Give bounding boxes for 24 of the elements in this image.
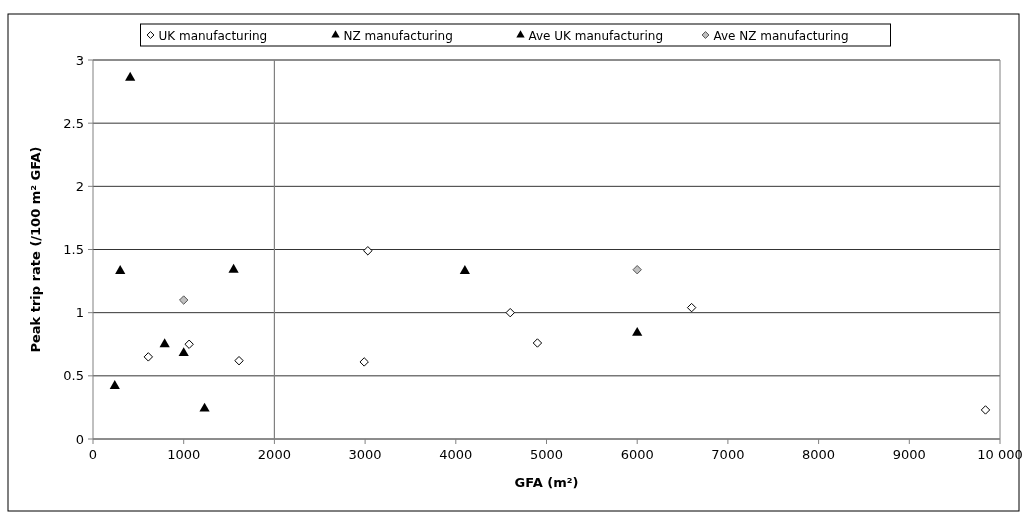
x-tick-label: 9000 bbox=[892, 447, 926, 462]
x-tick-label: 2000 bbox=[257, 447, 291, 462]
legend-label: UK manufacturing bbox=[158, 28, 268, 43]
y-tick-label: 1 bbox=[75, 305, 84, 321]
legend-label: Ave NZ manufacturing bbox=[713, 28, 849, 43]
y-tick-label: 3 bbox=[75, 52, 84, 68]
y-tick-label: 0.5 bbox=[63, 368, 84, 384]
x-tick-label: 3000 bbox=[348, 447, 382, 462]
y-axis-title: Peak trip rate (/100 m² GFA) bbox=[28, 146, 43, 353]
x-tick-label: 1000 bbox=[167, 447, 201, 462]
y-tick-label: 0 bbox=[75, 431, 84, 447]
x-tick-label: 8000 bbox=[802, 447, 836, 462]
x-tick-label: 7000 bbox=[711, 447, 745, 462]
x-tick-label: 5000 bbox=[529, 447, 564, 462]
y-tick-label: 1.5 bbox=[63, 242, 84, 257]
legend-label: Ave UK manufacturing bbox=[528, 28, 664, 43]
x-tick-label: 4000 bbox=[439, 447, 473, 462]
x-tick-label: 10 000 bbox=[977, 447, 1023, 462]
x-tick-label: 6000 bbox=[620, 447, 654, 462]
x-tick-label: 0 bbox=[88, 447, 98, 462]
y-tick-label: 2.5 bbox=[63, 115, 84, 131]
x-axis-title: GFA (m²) bbox=[514, 475, 579, 490]
y-tick-label: 2 bbox=[75, 178, 84, 194]
legend-label: NZ manufacturing bbox=[343, 28, 453, 43]
